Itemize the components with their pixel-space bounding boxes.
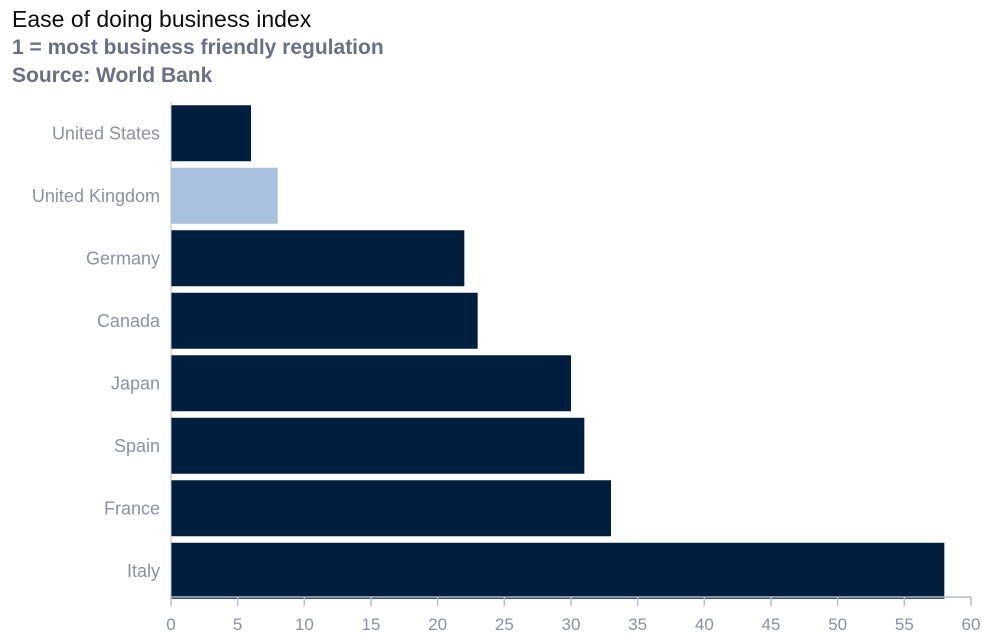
x-tick-label-45: 45 (762, 615, 781, 634)
category-label-japan: Japan (111, 373, 160, 393)
category-label-united-states: United States (52, 123, 160, 143)
x-tick-label-40: 40 (695, 615, 714, 634)
bar-italy (171, 542, 945, 599)
x-tick-label-5: 5 (233, 615, 242, 634)
bar-germany (171, 230, 465, 287)
chart-source: Source: World Bank (12, 64, 213, 87)
x-tick-label-10: 10 (295, 615, 314, 634)
x-tick-label-15: 15 (362, 615, 381, 634)
chart-header: Ease of doing business index 1 = most bu… (12, 4, 384, 90)
category-label-germany: Germany (86, 248, 160, 268)
x-tick-label-50: 50 (828, 615, 847, 634)
x-tick-label-20: 20 (428, 615, 447, 634)
bar-spain (171, 417, 585, 474)
bar-united-states (171, 105, 251, 162)
bars-group (171, 105, 945, 599)
category-label-spain: Spain (114, 436, 160, 456)
x-tick-label-30: 30 (562, 615, 581, 634)
x-tick-label-35: 35 (628, 615, 647, 634)
category-label-italy: Italy (127, 561, 160, 581)
x-tick-label-55: 55 (895, 615, 914, 634)
category-label-canada: Canada (97, 311, 161, 331)
category-label-united-kingdom: United Kingdom (32, 186, 160, 206)
chart-title: Ease of doing business index (12, 6, 312, 32)
x-axis: 0 5 10 15 20 25 30 35 40 45 50 55 60 (166, 102, 980, 634)
bar-united-kingdom (171, 167, 278, 224)
bar-japan (171, 355, 571, 412)
bar-canada (171, 292, 478, 349)
x-tick-label-60: 60 (962, 615, 981, 634)
bar-france (171, 480, 611, 537)
category-label-france: France (104, 498, 160, 518)
chart-subtitle: 1 = most business friendly regulation (12, 36, 384, 59)
x-tick-label-25: 25 (495, 615, 514, 634)
x-tick-label-0: 0 (166, 615, 175, 634)
category-labels: United States United Kingdom Germany Canada… (32, 123, 161, 581)
